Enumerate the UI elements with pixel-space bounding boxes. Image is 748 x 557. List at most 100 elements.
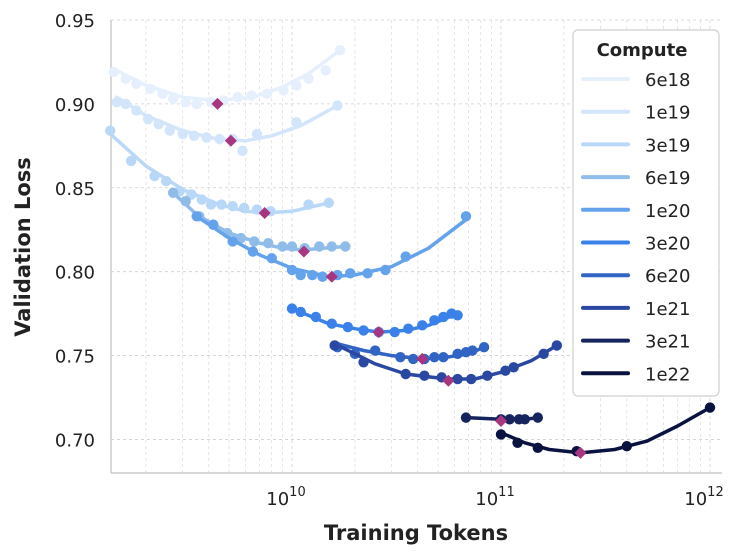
legend-item-6e20: 6e20 bbox=[581, 266, 690, 287]
data-point bbox=[358, 357, 369, 368]
data-point bbox=[345, 268, 356, 279]
data-point bbox=[111, 97, 122, 108]
data-point bbox=[205, 199, 217, 210]
axes bbox=[110, 20, 722, 474]
data-point bbox=[286, 241, 298, 252]
legend-label: 1e20 bbox=[645, 201, 690, 222]
legend-item-1e22: 1e22 bbox=[581, 364, 690, 385]
data-point bbox=[342, 321, 354, 333]
legend-item-6e19: 6e19 bbox=[581, 168, 690, 189]
data-point bbox=[191, 98, 202, 110]
data-point bbox=[403, 323, 414, 334]
optimum-marker bbox=[258, 206, 271, 219]
data-point bbox=[191, 211, 202, 222]
data-point bbox=[261, 88, 273, 100]
data-point bbox=[196, 194, 207, 205]
data-point bbox=[621, 440, 633, 452]
data-point bbox=[238, 202, 250, 214]
data-point bbox=[500, 365, 511, 376]
data-point bbox=[277, 241, 288, 252]
data-point bbox=[380, 264, 391, 276]
data-point bbox=[467, 345, 478, 356]
data-point bbox=[227, 236, 238, 247]
legend-label: 1e22 bbox=[645, 364, 690, 385]
data-point bbox=[246, 90, 257, 101]
data-point bbox=[362, 268, 373, 279]
data-point bbox=[157, 88, 168, 100]
y-tick-label: 0.95 bbox=[55, 11, 95, 32]
data-point bbox=[247, 246, 259, 257]
data-point bbox=[452, 310, 463, 321]
data-point bbox=[482, 370, 493, 381]
data-point bbox=[395, 352, 406, 363]
data-point bbox=[323, 197, 335, 209]
data-point bbox=[145, 83, 156, 94]
data-point bbox=[504, 414, 515, 425]
x-tick-label: 1012 bbox=[684, 485, 723, 510]
data-point bbox=[188, 130, 200, 141]
data-point bbox=[389, 326, 400, 338]
optimum-marker bbox=[495, 414, 507, 427]
data-point bbox=[320, 65, 331, 76]
data-point bbox=[460, 211, 472, 222]
data-point bbox=[237, 145, 248, 157]
data-point bbox=[419, 370, 430, 381]
data-point bbox=[400, 368, 411, 380]
data-point bbox=[334, 45, 346, 56]
y-tick-label: 0.80 bbox=[55, 263, 95, 284]
x-tick-label: 1010 bbox=[266, 485, 305, 510]
data-point bbox=[295, 269, 306, 281]
legend-label: 3e21 bbox=[645, 332, 690, 353]
optimum-marker bbox=[574, 446, 587, 459]
x-tick-labels: 1010 1011 1012 bbox=[266, 485, 723, 510]
data-point bbox=[131, 78, 142, 89]
y-axis-title: Validation Loss bbox=[11, 157, 35, 337]
data-point bbox=[214, 133, 225, 145]
data-point bbox=[105, 125, 116, 136]
data-point bbox=[340, 241, 351, 252]
data-point bbox=[438, 311, 449, 323]
data-point bbox=[278, 85, 289, 96]
data-point bbox=[332, 100, 343, 111]
data-point bbox=[532, 442, 544, 454]
data-point bbox=[508, 362, 519, 373]
data-point bbox=[417, 320, 428, 331]
legend-item-1e19: 1e19 bbox=[581, 103, 690, 124]
data-point bbox=[551, 340, 563, 351]
data-point bbox=[291, 80, 302, 91]
legend-title: Compute bbox=[597, 40, 688, 61]
legend-item-6e18: 6e18 bbox=[581, 70, 690, 91]
data-point bbox=[532, 412, 544, 423]
data-point bbox=[142, 113, 154, 125]
data-point bbox=[460, 412, 472, 423]
data-point bbox=[407, 353, 419, 365]
plot-area bbox=[105, 45, 716, 459]
data-point bbox=[164, 125, 175, 136]
fit-line bbox=[499, 405, 712, 455]
data-point bbox=[249, 236, 260, 247]
data-point bbox=[286, 303, 298, 314]
data-point bbox=[201, 132, 212, 143]
data-point bbox=[478, 341, 490, 353]
data-point bbox=[369, 345, 381, 356]
data-point bbox=[235, 232, 247, 244]
legend-label: 6e20 bbox=[645, 266, 690, 287]
data-point bbox=[167, 187, 179, 199]
data-point bbox=[452, 348, 463, 360]
data-point bbox=[310, 311, 322, 323]
x-axis-title: Training Tokens bbox=[324, 521, 508, 545]
y-tick-labels: 0.70 0.75 0.80 0.85 0.90 0.95 bbox=[55, 11, 95, 451]
optimum-marker bbox=[416, 352, 429, 365]
data-point bbox=[251, 128, 263, 140]
x-tick-label: 1011 bbox=[475, 485, 514, 510]
data-point bbox=[125, 155, 137, 167]
data-point bbox=[429, 352, 440, 363]
data-point bbox=[227, 201, 238, 212]
y-tick-label: 0.75 bbox=[55, 347, 95, 368]
data-point bbox=[149, 170, 160, 182]
legend-item-3e21: 3e21 bbox=[581, 332, 690, 353]
data-point bbox=[153, 118, 164, 130]
data-point bbox=[303, 73, 314, 84]
data-point bbox=[512, 437, 523, 448]
optimum-marker bbox=[224, 134, 237, 147]
